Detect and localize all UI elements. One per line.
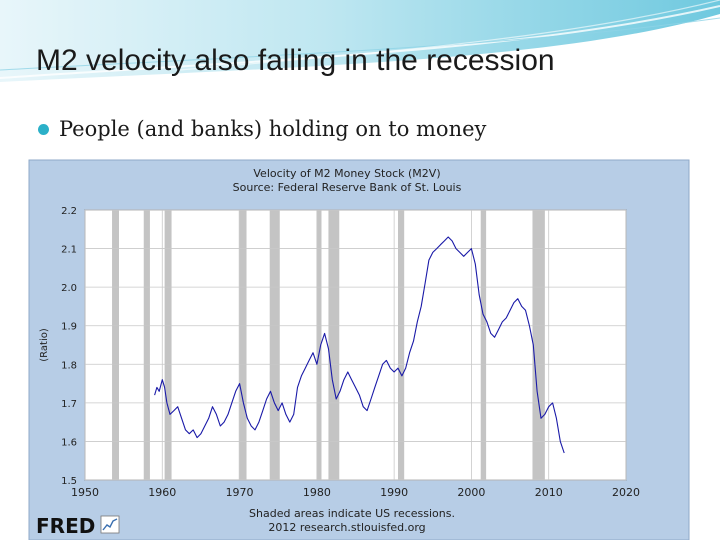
y-tick-label-1: 1.6	[61, 437, 77, 448]
series-line-m2v	[154, 236, 565, 454]
x-tick-label-7: 2020	[612, 486, 640, 499]
slide-title: M2 velocity also falling in the recessio…	[36, 44, 555, 77]
x-tick-label-1: 1960	[148, 486, 176, 499]
recession-band-3	[238, 210, 247, 480]
y-tick-label-6: 2.1	[61, 245, 77, 256]
bullet-dot-icon	[38, 123, 49, 135]
x-tick-label-6: 2010	[535, 486, 563, 499]
y-tick-labels: 1.5 1.6 1.7 1.8 1.9 2.0 2.1 2.2	[61, 206, 77, 487]
fred-logo: FRED	[36, 514, 120, 538]
recession-band-6	[328, 210, 340, 480]
x-tick-label-0: 1950	[71, 486, 99, 499]
bullet-text: People (and banks) holding on to money	[59, 117, 487, 141]
fred-logo-text: FRED	[36, 514, 95, 538]
series-line-group	[154, 236, 565, 454]
source-note: 2012 research.stlouisfed.org	[268, 521, 425, 534]
y-tick-label-2: 1.7	[61, 399, 77, 410]
y-tick-label-5: 2.0	[61, 283, 77, 294]
chart-title: Velocity of M2 Money Stock (M2V)	[253, 167, 440, 180]
x-tick-label-4: 1990	[380, 486, 408, 499]
recession-band-8	[480, 210, 487, 480]
slide-header-decoration	[0, 0, 720, 82]
y-tick-label-4: 1.9	[61, 322, 77, 333]
recession-band-2	[164, 210, 172, 480]
x-tick-label-2: 1970	[226, 486, 254, 499]
recession-band-1	[143, 210, 150, 480]
y-axis-label: (Ratio)	[39, 328, 50, 362]
fred-logo-chart-icon	[100, 515, 120, 534]
recession-band-0	[112, 210, 120, 480]
recession-band-4	[269, 210, 280, 480]
x-tick-label-3: 1980	[303, 486, 331, 499]
y-tick-label-7: 2.2	[61, 206, 77, 217]
x-tick-label-5: 2000	[457, 486, 485, 499]
y-tick-label-0: 1.5	[61, 476, 77, 487]
chart-subtitle: Source: Federal Reserve Bank of St. Loui…	[233, 181, 462, 194]
recession-note: Shaded areas indicate US recessions.	[249, 507, 455, 520]
recession-bands	[112, 210, 545, 480]
bullet-item: People (and banks) holding on to money	[38, 114, 486, 144]
recession-band-9	[532, 210, 545, 480]
x-tick-labels: 1950 1960 1970 1980 1990 2000 2010 2020	[71, 486, 640, 499]
recession-band-7	[398, 210, 405, 480]
recession-band-5	[316, 210, 322, 480]
y-tick-label-3: 1.8	[61, 360, 77, 371]
grid-lines	[84, 209, 627, 481]
